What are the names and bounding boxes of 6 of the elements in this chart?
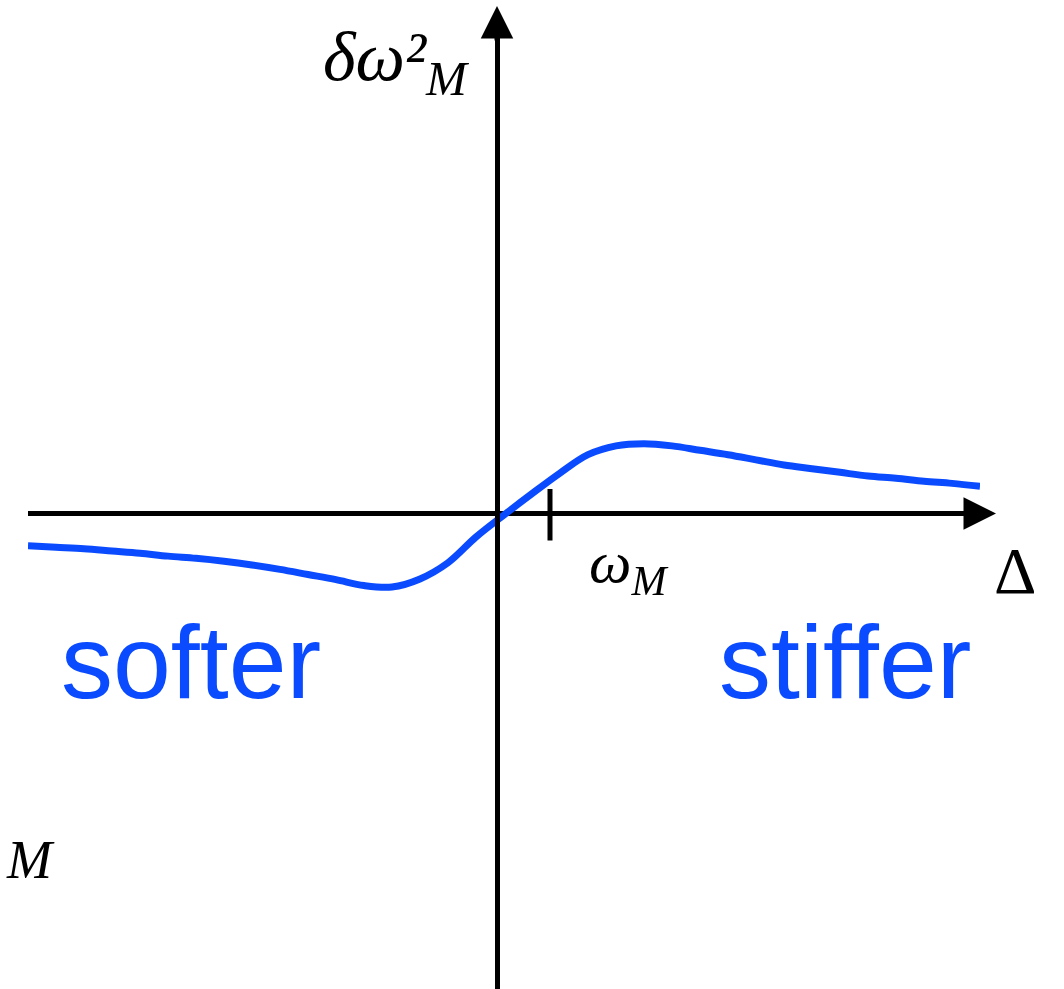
x-axis-title: Δ (994, 534, 1037, 607)
text: softer (61, 604, 322, 720)
annotation: ω$_{M}$ (589, 529, 669, 604)
text: M (6, 830, 55, 890)
y-axis-title: δω²$_{M}$ (323, 18, 470, 106)
text: stiffer (719, 604, 972, 720)
